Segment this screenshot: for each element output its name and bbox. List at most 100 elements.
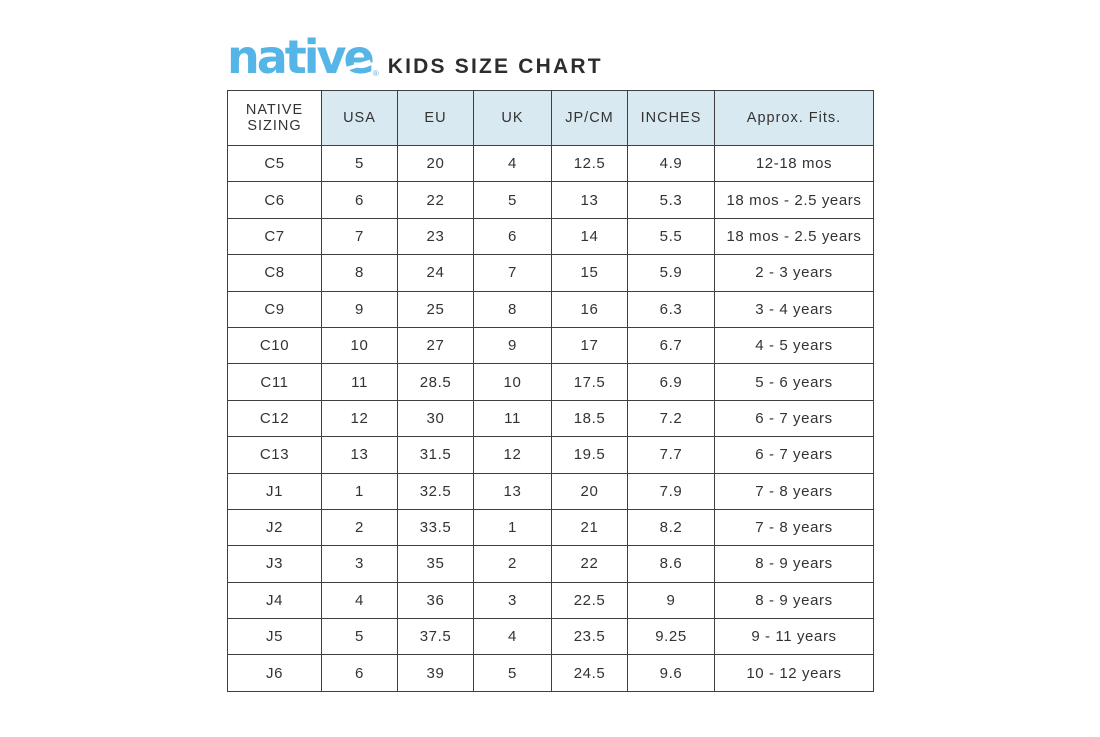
cell: J4 (227, 581, 322, 620)
cell: 4 (473, 144, 552, 183)
size-chart-table: NATIVE SIZING USA EU UK JP/CM INCHES Approx. F… (227, 90, 874, 692)
column-header: Approx. Fits. (714, 90, 874, 146)
table-row: J1 1 32.5 13 20 7.9 7 - 8 years (227, 472, 874, 510)
cell: 5 (473, 181, 552, 219)
cell: 5.9 (627, 254, 715, 292)
cell: 2 (321, 508, 398, 547)
cell: 11 (473, 399, 552, 438)
cell: C11 (227, 363, 322, 401)
cell: 39 (397, 654, 474, 692)
cell: 32.5 (397, 472, 474, 510)
cell: 27 (397, 326, 474, 365)
cell: 6.3 (627, 290, 715, 328)
column-header: EU (397, 90, 474, 146)
cell: 6 (321, 654, 398, 692)
cell: J5 (227, 618, 322, 656)
cell: 7.2 (627, 399, 715, 438)
table-row: C5 5 20 4 12.5 4.9 12-18 mos (227, 144, 874, 183)
cell: 6 - 7 years (714, 436, 874, 474)
cell: 10 (321, 326, 398, 365)
table-row: J3 3 35 2 22 8.6 8 - 9 years (227, 545, 874, 583)
cell: C6 (227, 181, 322, 219)
cell: C7 (227, 217, 322, 256)
cell: 30 (397, 399, 474, 438)
cell: 24 (397, 254, 474, 292)
table-row: C11 11 28.5 10 17.5 6.9 5 - 6 years (227, 363, 874, 401)
cell: 13 (321, 436, 398, 474)
cell: 20 (551, 472, 628, 510)
cell: 5 (321, 618, 398, 656)
table-row: C7 7 23 6 14 5.5 18 mos - 2.5 years (227, 217, 874, 256)
cell: 10 (473, 363, 552, 401)
cell: 7.9 (627, 472, 715, 510)
cell: 11 (321, 363, 398, 401)
cell: C10 (227, 326, 322, 365)
cell: C5 (227, 144, 322, 183)
cell: J6 (227, 654, 322, 692)
table-row: C10 10 27 9 17 6.7 4 - 5 years (227, 326, 874, 365)
cell: 25 (397, 290, 474, 328)
column-header: UK (473, 90, 552, 146)
cell: 7.7 (627, 436, 715, 474)
column-header: INCHES (627, 90, 715, 146)
cell: 1 (321, 472, 398, 510)
cell: 9 (473, 326, 552, 365)
cell: C13 (227, 436, 322, 474)
cell: 5 (321, 144, 398, 183)
cell: 7 (473, 254, 552, 292)
cell: 8 - 9 years (714, 545, 874, 583)
cell: 1 (473, 508, 552, 547)
cell: 17 (551, 326, 628, 365)
cell: 6.9 (627, 363, 715, 401)
cell: 16 (551, 290, 628, 328)
cell: 8 (321, 254, 398, 292)
cell: 4 (473, 618, 552, 656)
cell: 7 - 8 years (714, 472, 874, 510)
cell: 36 (397, 581, 474, 620)
cell: 28.5 (397, 363, 474, 401)
cell: 9.25 (627, 618, 715, 656)
cell: 4.9 (627, 144, 715, 183)
logo-wordmark: native (227, 30, 375, 84)
cell: 23.5 (551, 618, 628, 656)
cell: 22 (397, 181, 474, 219)
table-row: C8 8 24 7 15 5.9 2 - 3 years (227, 254, 874, 292)
brand-header: native ® KIDS SIZE CHART (227, 34, 603, 80)
cell: 15 (551, 254, 628, 292)
cell: 8.6 (627, 545, 715, 583)
cell: 6 (321, 181, 398, 219)
table-row: J6 6 39 5 24.5 9.6 10 - 12 years (227, 654, 874, 692)
cell: 22 (551, 545, 628, 583)
cell: 8.2 (627, 508, 715, 547)
cell: 8 - 9 years (714, 581, 874, 620)
table-row: C9 9 25 8 16 6.3 3 - 4 years (227, 290, 874, 328)
cell: 20 (397, 144, 474, 183)
cell: 18 mos - 2.5 years (714, 181, 874, 219)
cell: 9 - 11 years (714, 618, 874, 656)
cell: 9 (321, 290, 398, 328)
page-title: KIDS SIZE CHART (387, 55, 603, 78)
table-row: C13 13 31.5 12 19.5 7.7 6 - 7 years (227, 436, 874, 474)
cell: 12-18 mos (714, 144, 874, 183)
cell: 5 (473, 654, 552, 692)
cell: 13 (473, 472, 552, 510)
logo-registered-mark: ® (372, 69, 379, 78)
cell: 3 - 4 years (714, 290, 874, 328)
table-row: J5 5 37.5 4 23.5 9.25 9 - 11 years (227, 618, 874, 656)
cell: 3 (473, 581, 552, 620)
cell: 5.5 (627, 217, 715, 256)
cell: 17.5 (551, 363, 628, 401)
column-header: JP/CM (551, 90, 628, 146)
cell: 13 (551, 181, 628, 219)
cell: 14 (551, 217, 628, 256)
cell: 4 - 5 years (714, 326, 874, 365)
cell: 12 (321, 399, 398, 438)
cell: 6 - 7 years (714, 399, 874, 438)
cell: 19.5 (551, 436, 628, 474)
table-head: NATIVE SIZING USA EU UK JP/CM INCHES Approx. F… (227, 90, 874, 146)
cell: C12 (227, 399, 322, 438)
cell: 2 - 3 years (714, 254, 874, 292)
native-logo: native ® (227, 34, 379, 80)
cell: J3 (227, 545, 322, 583)
